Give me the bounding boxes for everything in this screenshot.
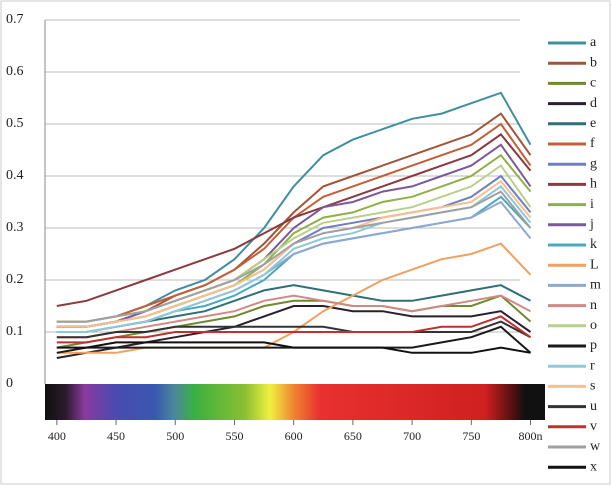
y-tick-label: 0.6 (6, 64, 24, 79)
series-line (56, 190, 532, 323)
legend-label: g (590, 156, 597, 171)
series-line (56, 143, 532, 328)
legend-label: a (590, 35, 597, 50)
y-tick-label: 0.7 (6, 12, 24, 27)
legend-label: x (590, 459, 597, 474)
legend-label: m (590, 278, 601, 293)
series-line (56, 320, 531, 339)
x-tick-label: 650 (344, 429, 362, 443)
series-line (56, 341, 531, 354)
x-tick-label: 800n (519, 429, 543, 443)
series-line (56, 315, 532, 344)
spectrum-bar (45, 384, 545, 420)
legend-label: k (590, 237, 597, 252)
x-tick-label: 700 (403, 429, 421, 443)
y-tick-label: 0.2 (6, 272, 24, 287)
legend-label: i (590, 197, 594, 212)
legend-label: d (590, 96, 597, 111)
x-tick-label: 550 (225, 429, 243, 443)
y-tick-label: 0.4 (6, 168, 24, 183)
legend-label: b (590, 55, 597, 70)
legend-label: o (590, 318, 597, 333)
x-tick-label: 750 (462, 429, 480, 443)
series-line (56, 294, 532, 349)
legend-label: e (590, 116, 596, 131)
series-line (56, 133, 532, 307)
legend-label: n (590, 298, 597, 313)
legend-label: j (589, 217, 594, 232)
legend-label: c (590, 76, 596, 91)
x-tick-label: 500 (166, 429, 184, 443)
y-tick-label: 0.5 (6, 116, 24, 131)
series-line (56, 294, 531, 339)
y-tick-label: 0 (6, 376, 13, 391)
legend-label: w (590, 439, 601, 454)
x-tick-label: 450 (107, 429, 125, 443)
y-tick-label: 0.1 (6, 324, 24, 339)
legend-label: f (590, 136, 595, 151)
legend-label: r (590, 358, 595, 373)
legend-label: L (590, 257, 599, 272)
series-line (56, 305, 532, 359)
legend-label: v (590, 419, 597, 434)
legend-label: s (590, 379, 595, 394)
legend-label: p (590, 338, 597, 353)
y-tick-label: 0.3 (6, 220, 24, 235)
legend-label: u (590, 399, 597, 414)
x-tick-label: 400 (48, 429, 66, 443)
x-tick-label: 600 (285, 429, 303, 443)
legend-label: h (590, 177, 597, 192)
